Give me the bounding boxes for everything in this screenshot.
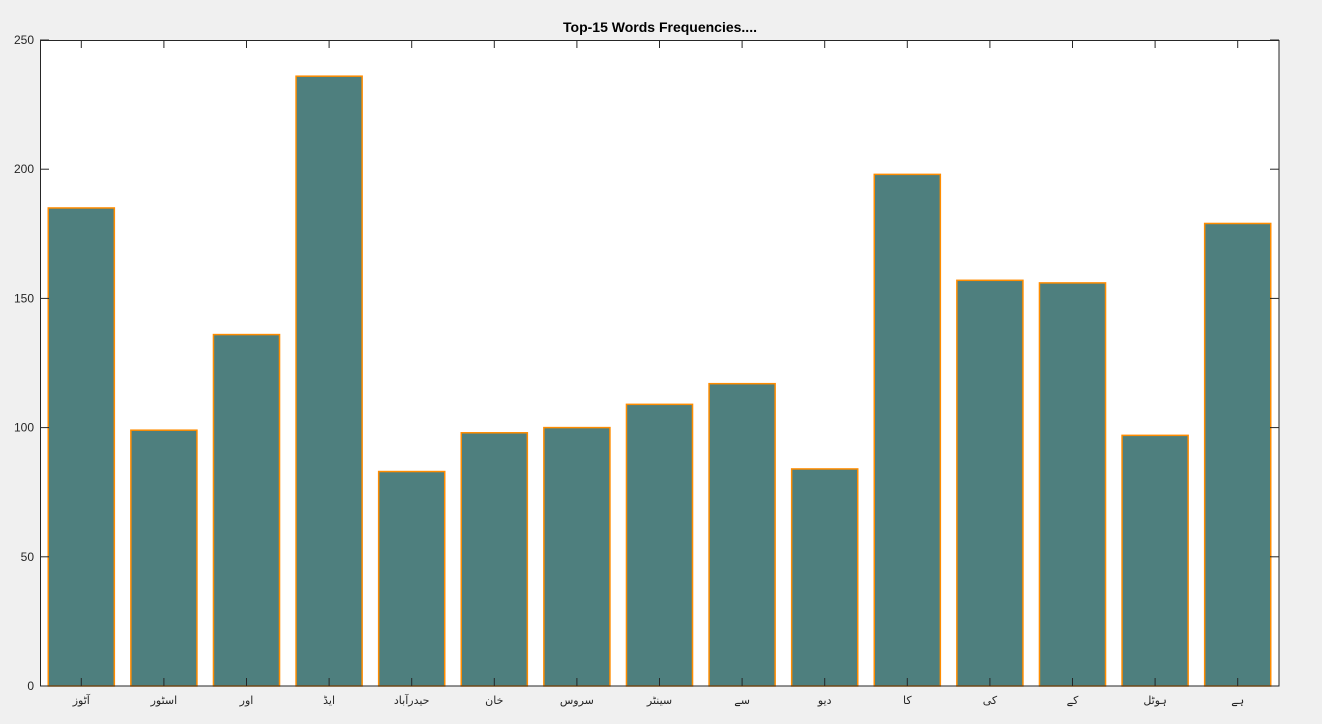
bar-5 xyxy=(377,470,446,687)
y-tick-label-100: 100 xyxy=(14,421,34,435)
x-tick-label-11: کا xyxy=(903,694,912,707)
x-tick-label-13: کے xyxy=(1067,694,1079,707)
x-tick-label-9: سے xyxy=(734,694,750,707)
bar-12 xyxy=(956,279,1024,687)
bar-8 xyxy=(625,403,694,687)
bar-3 xyxy=(212,333,281,687)
bar-14 xyxy=(1121,434,1189,687)
y-tick-label-250: 250 xyxy=(14,33,34,47)
x-tick-label-3: اور xyxy=(239,694,254,707)
bar-1 xyxy=(47,207,116,687)
bar-4 xyxy=(295,75,363,687)
x-tick-label-14: ہوٹل xyxy=(1143,694,1167,707)
x-tick-label-15: ہے xyxy=(1231,694,1244,707)
x-tick-label-1: آٹوز xyxy=(72,693,91,707)
y-tick-label-50: 50 xyxy=(21,550,35,564)
bar-10 xyxy=(790,468,859,687)
x-tick-label-12: کی xyxy=(983,694,998,707)
axes-box xyxy=(40,40,1280,687)
bar-11 xyxy=(873,173,942,687)
x-tick-label-2: اسٹور xyxy=(150,694,178,707)
bar-13 xyxy=(1038,282,1107,687)
bar-2 xyxy=(130,429,198,687)
bar-9 xyxy=(708,382,776,687)
x-tick-label-10: دیو xyxy=(817,694,832,707)
bars-layer xyxy=(47,75,1272,687)
y-tick-label-0: 0 xyxy=(27,679,34,693)
bar-6 xyxy=(460,432,529,687)
x-tick-label-5: حیدرآباد xyxy=(394,693,430,707)
x-tick-label-6: خان xyxy=(485,694,503,707)
bar-15 xyxy=(1203,222,1272,687)
chart-title: Top-15 Words Frequencies.... xyxy=(563,19,757,35)
x-tick-label-8: سینٹر xyxy=(646,694,672,707)
y-tick-label-150: 150 xyxy=(14,291,34,305)
bar-7 xyxy=(543,426,611,687)
x-tick-label-4: ایڈ xyxy=(323,694,335,707)
y-tick-label-200: 200 xyxy=(14,162,34,176)
x-tick-label-7: سروس xyxy=(560,694,594,707)
